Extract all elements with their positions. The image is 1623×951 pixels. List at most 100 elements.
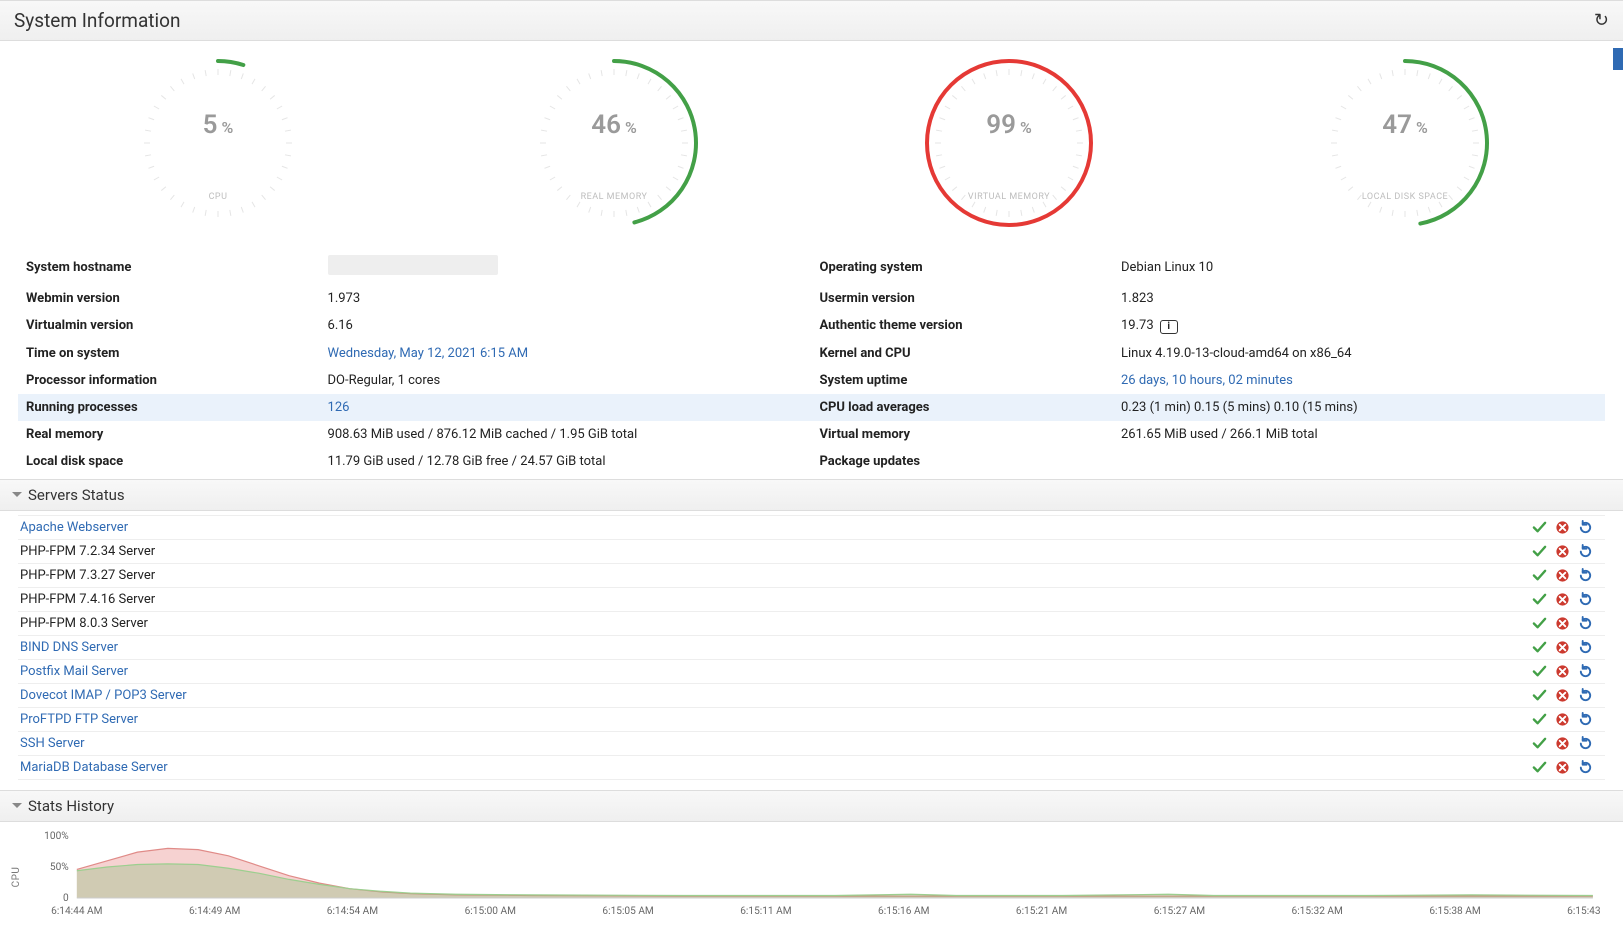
svg-text:6:15:21 AM: 6:15:21 AM — [1016, 906, 1067, 917]
status-running-icon — [1532, 688, 1547, 703]
info-value: 1.823 — [1113, 285, 1605, 312]
server-name: PHP-FPM 7.3.27 Server — [20, 568, 155, 583]
info-value[interactable]: 126 — [320, 394, 812, 421]
svg-text:100%: 100% — [44, 831, 69, 842]
restart-server-icon[interactable] — [1578, 736, 1593, 751]
svg-text:6:15:11 AM: 6:15:11 AM — [740, 906, 791, 917]
restart-server-icon[interactable] — [1578, 544, 1593, 559]
stop-server-icon[interactable] — [1555, 736, 1570, 751]
info-row: Processor informationDO-Regular, 1 cores… — [18, 367, 1605, 394]
server-name[interactable]: Dovecot IMAP / POP3 Server — [20, 688, 187, 703]
stop-server-icon[interactable] — [1555, 592, 1570, 607]
info-key: Operating system — [811, 249, 1113, 285]
restart-server-icon[interactable] — [1578, 592, 1593, 607]
server-name[interactable]: Postfix Mail Server — [20, 664, 128, 679]
info-value: 6.16 — [320, 312, 812, 340]
restart-server-icon[interactable] — [1578, 616, 1593, 631]
restart-server-icon[interactable] — [1578, 760, 1593, 775]
restart-server-icon[interactable] — [1578, 688, 1593, 703]
status-running-icon — [1532, 664, 1547, 679]
restart-server-icon[interactable] — [1578, 568, 1593, 583]
restart-server-icon[interactable] — [1578, 712, 1593, 727]
svg-text:0: 0 — [63, 893, 69, 904]
status-running-icon — [1532, 544, 1547, 559]
status-running-icon — [1532, 736, 1547, 751]
svg-text:6:15:38 AM: 6:15:38 AM — [1429, 906, 1480, 917]
side-tab[interactable] — [1613, 48, 1623, 70]
svg-text:6:15:00 AM: 6:15:00 AM — [465, 906, 516, 917]
info-value: Debian Linux 10 — [1113, 249, 1605, 285]
server-row: SSH Server — [18, 732, 1605, 756]
server-row: MariaDB Database Server — [18, 756, 1605, 780]
svg-text:6:15:32 AM: 6:15:32 AM — [1292, 906, 1343, 917]
info-key: CPU load averages — [811, 394, 1113, 421]
svg-text:CPU: CPU — [208, 192, 227, 202]
info-row: Running processes126CPU load averages0.2… — [18, 394, 1605, 421]
server-name: PHP-FPM 7.2.34 Server — [20, 544, 155, 559]
stop-server-icon[interactable] — [1555, 568, 1570, 583]
info-value: 908.63 MiB used / 876.12 MiB cached / 1.… — [320, 421, 812, 448]
info-row: Local disk space11.79 GiB used / 12.78 G… — [18, 448, 1605, 475]
server-row: BIND DNS Server — [18, 636, 1605, 660]
svg-text:50%: 50% — [50, 862, 69, 873]
server-row: Apache Webserver — [18, 515, 1605, 540]
server-name: PHP-FPM 7.4.16 Server — [20, 592, 155, 607]
server-name[interactable]: MariaDB Database Server — [20, 760, 168, 775]
svg-text:6:14:49 AM: 6:14:49 AM — [189, 906, 240, 917]
svg-text:6:14:54 AM: 6:14:54 AM — [327, 906, 378, 917]
info-icon[interactable]: i — [1160, 320, 1178, 334]
stop-server-icon[interactable] — [1555, 520, 1570, 535]
stop-server-icon[interactable] — [1555, 544, 1570, 559]
svg-text:VIRTUAL MEMORY: VIRTUAL MEMORY — [968, 192, 1050, 202]
server-row: PHP-FPM 7.4.16 Server — [18, 588, 1605, 612]
server-row: Postfix Mail Server — [18, 660, 1605, 684]
stop-server-icon[interactable] — [1555, 616, 1570, 631]
stats-chart-container: CPU 050%100%6:14:44 AM6:14:49 AM6:14:54 … — [0, 822, 1623, 932]
server-name[interactable]: Apache Webserver — [20, 520, 128, 535]
info-key: Authentic theme version — [811, 312, 1113, 340]
status-running-icon — [1532, 592, 1547, 607]
info-value[interactable]: 26 days, 10 hours, 02 minutes — [1113, 367, 1605, 394]
restart-server-icon[interactable] — [1578, 520, 1593, 535]
server-row: PHP-FPM 7.3.27 Server — [18, 564, 1605, 588]
restart-server-icon[interactable] — [1578, 664, 1593, 679]
info-key: Time on system — [18, 340, 320, 367]
refresh-icon[interactable]: ↻ — [1594, 10, 1609, 31]
servers-status-header[interactable]: Servers Status — [0, 479, 1623, 511]
stop-server-icon[interactable] — [1555, 664, 1570, 679]
server-name: PHP-FPM 8.0.3 Server — [20, 616, 148, 631]
svg-text:46 %: 46 % — [591, 110, 637, 140]
info-value: 261.65 MiB used / 266.1 MiB total — [1113, 421, 1605, 448]
stop-server-icon[interactable] — [1555, 688, 1570, 703]
server-row: PHP-FPM 8.0.3 Server — [18, 612, 1605, 636]
server-name[interactable]: SSH Server — [20, 736, 85, 751]
info-row: Real memory908.63 MiB used / 876.12 MiB … — [18, 421, 1605, 448]
info-key: Running processes — [18, 394, 320, 421]
svg-text:REAL MEMORY: REAL MEMORY — [580, 192, 647, 202]
stop-server-icon[interactable] — [1555, 640, 1570, 655]
info-row: Webmin version1.973Usermin version1.823 — [18, 285, 1605, 312]
info-value[interactable]: Wednesday, May 12, 2021 6:15 AM — [320, 340, 812, 367]
restart-server-icon[interactable] — [1578, 640, 1593, 655]
info-value: 1.973 — [320, 285, 812, 312]
svg-text:6:15:05 AM: 6:15:05 AM — [602, 906, 653, 917]
stop-server-icon[interactable] — [1555, 712, 1570, 727]
info-key: System hostname — [18, 249, 320, 285]
stats-history-header[interactable]: Stats History — [0, 790, 1623, 822]
system-info-table: System hostname Operating systemDebian Li… — [18, 249, 1605, 475]
server-row: ProFTPD FTP Server — [18, 708, 1605, 732]
server-name[interactable]: ProFTPD FTP Server — [20, 712, 138, 727]
svg-text:47 %: 47 % — [1382, 110, 1428, 140]
server-name[interactable]: BIND DNS Server — [20, 640, 118, 655]
info-value — [1113, 448, 1605, 475]
info-row: Virtualmin version6.16Authentic theme ve… — [18, 312, 1605, 340]
gauge-mem: 46 % REAL MEMORY — [454, 51, 774, 235]
stop-server-icon[interactable] — [1555, 760, 1570, 775]
info-row: System hostname Operating systemDebian Li… — [18, 249, 1605, 285]
system-information-title: System Information — [14, 9, 180, 32]
servers-list: Apache Webserver PHP-FPM 7.2.34 Server P… — [0, 511, 1623, 790]
server-row: Dovecot IMAP / POP3 Server — [18, 684, 1605, 708]
info-key: System uptime — [811, 367, 1113, 394]
info-key: Virtual memory — [811, 421, 1113, 448]
gauge-vmem: 99 % VIRTUAL MEMORY — [849, 51, 1169, 235]
